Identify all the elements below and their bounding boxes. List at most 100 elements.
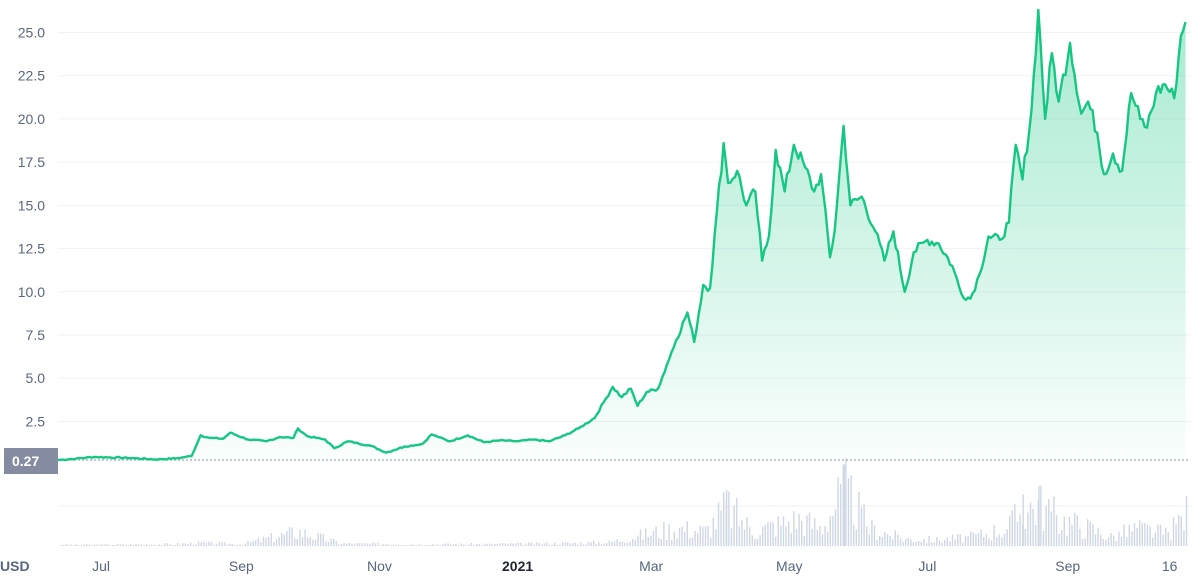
volume-bar (782, 516, 785, 546)
volume-bar (130, 544, 132, 546)
volume-bar (184, 543, 187, 546)
volume-bar (1100, 534, 1102, 546)
volume-bar (821, 534, 824, 546)
volume-bar (936, 536, 938, 546)
volume-bar (944, 540, 946, 546)
volume-bar (1183, 530, 1185, 546)
volume-bar (837, 477, 839, 546)
volume-bar (694, 531, 696, 546)
volume-bar (561, 542, 564, 546)
volume-bar (1165, 527, 1167, 546)
volume-bar (195, 544, 197, 546)
volume-bar (231, 543, 233, 546)
volume-bar (1175, 524, 1177, 546)
volume-bar (431, 544, 434, 546)
volume-bar (624, 542, 626, 546)
volume-bar (91, 545, 93, 546)
volume-bar (1152, 537, 1154, 546)
volume-bar (1136, 528, 1138, 546)
volume-bar (658, 538, 660, 546)
volume-bar (582, 544, 584, 546)
volume-bar (312, 539, 314, 546)
volume-bar (546, 542, 548, 546)
volume-bar (502, 543, 504, 546)
volume-bar (715, 529, 717, 546)
volume-bar (223, 542, 226, 546)
volume-bar (879, 536, 881, 546)
volume-bar (1120, 536, 1123, 546)
volume-bar (551, 544, 553, 546)
volume-bar (234, 545, 236, 546)
volume-bar (301, 537, 304, 546)
volume-bar (806, 515, 808, 546)
volume-bar (67, 545, 70, 546)
volume-bar (902, 541, 904, 546)
volume-bar (153, 544, 155, 546)
volume-bar (892, 539, 894, 546)
x-tick-label: May (776, 558, 802, 574)
volume-bar (1019, 514, 1021, 546)
start-price-label: 0.27 (12, 453, 39, 469)
volume-bar (985, 533, 987, 546)
volume-bar (281, 532, 283, 546)
y-tick-label: 25.0 (18, 24, 45, 40)
volume-bar (476, 544, 478, 546)
volume-bar (156, 545, 158, 546)
volume-bar (1113, 535, 1115, 546)
volume-bar (481, 545, 483, 546)
volume-bar (860, 507, 863, 546)
volume-bar (486, 543, 488, 546)
volume-bar (509, 543, 512, 546)
volume-bar (450, 544, 452, 546)
volume-bar (603, 543, 605, 546)
volume-bar (808, 512, 811, 546)
volume-bar (647, 537, 649, 546)
volume-bar (933, 542, 935, 546)
volume-bar (1170, 540, 1172, 546)
volume-bar (132, 545, 135, 546)
volume-bar (946, 537, 948, 546)
volume-bar (613, 541, 616, 546)
volume-bar (993, 525, 995, 546)
volume-bar (379, 545, 382, 546)
y-tick-label: 20.0 (18, 111, 45, 127)
volume-bar (738, 526, 740, 546)
volume-bar (764, 524, 766, 546)
volume-bar (106, 544, 109, 546)
volume-bar (265, 537, 267, 546)
volume-bar (983, 537, 985, 546)
volume-bar (975, 534, 977, 546)
volume-bar (499, 543, 501, 546)
volume-bar (918, 541, 920, 546)
x-axis-ticks: Jul Sep Nov 2021 Mar May Jul Sep 16 (92, 558, 1178, 574)
volume-bar (533, 544, 535, 546)
volume-bars (60, 458, 1188, 546)
volume-bar (842, 464, 844, 546)
volume-bar (762, 526, 764, 546)
volume-bar (998, 534, 1000, 546)
volume-bar (1066, 535, 1068, 546)
price-line[interactable] (57, 8, 1187, 462)
volume-bar (832, 516, 834, 546)
volume-bar (1133, 523, 1136, 546)
volume-bar (187, 544, 189, 546)
volume-bar (894, 530, 896, 546)
volume-bar (928, 536, 930, 546)
volume-bar (434, 544, 436, 546)
volume-bar (923, 539, 925, 546)
volume-bar (114, 545, 116, 546)
volume-bar (411, 544, 413, 546)
volume-bar (1011, 510, 1013, 546)
volume-bar (447, 543, 449, 546)
volume-bar (86, 544, 88, 546)
x-tick-label: 16 (1162, 558, 1178, 574)
volume-bar (369, 543, 371, 546)
volume-bar (629, 541, 631, 546)
volume-bar (460, 543, 462, 546)
volume-bar (684, 531, 686, 546)
volume-bar (769, 522, 772, 546)
volume-bar (322, 534, 324, 546)
volume-bar (1123, 524, 1125, 546)
volume-bar (977, 532, 980, 546)
